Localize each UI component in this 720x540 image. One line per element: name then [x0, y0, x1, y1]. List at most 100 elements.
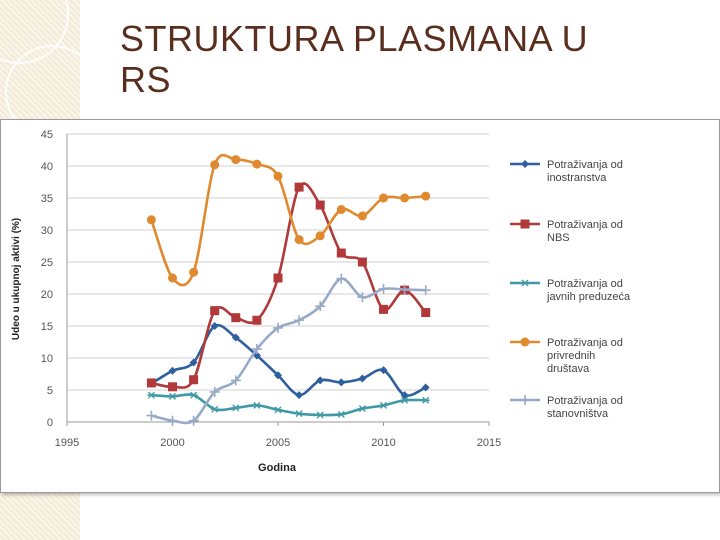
series-4-point: [146, 215, 156, 225]
series-4-point: [273, 171, 283, 181]
series-5-point: [399, 284, 410, 295]
legend-label: stanovništva: [547, 408, 609, 420]
series-2-point: [189, 375, 199, 385]
series-3-point: [252, 401, 261, 409]
series-3-point: [231, 404, 240, 412]
series-2-point: [252, 315, 262, 325]
series-1-point: [274, 371, 282, 380]
x-axis-title: Godina: [258, 462, 297, 474]
series-3-point: [400, 396, 409, 404]
series-4-point: [210, 160, 220, 170]
slide-title-line1: STRUKTURA PLASMANA U: [120, 18, 589, 59]
legend-label: Potraživanja od: [547, 395, 623, 407]
chart-legend: Potraživanja odinostranstvaPotraživanja …: [510, 159, 631, 420]
series-2-point: [168, 382, 177, 392]
series-1-point: [316, 376, 325, 385]
series-2-point: [421, 308, 431, 318]
series-2-point: [315, 200, 325, 210]
series-4-point: [421, 191, 431, 201]
x-tick-label: 2005: [266, 437, 290, 449]
legend-label: Potraživanja od: [547, 278, 623, 290]
series-2-point: [357, 257, 367, 267]
series-1-point: [421, 383, 430, 392]
series-2-point: [379, 304, 388, 314]
series-5-point: [315, 301, 326, 312]
y-tick-label: 40: [41, 161, 53, 173]
series-4-point: [231, 155, 241, 165]
y-tick-label: 15: [41, 321, 53, 333]
series-3-point: [337, 410, 346, 418]
series-1-point: [379, 366, 388, 375]
series-3-point: [274, 406, 282, 414]
chart-frame: [0, 119, 720, 493]
series-5-point: [273, 322, 283, 333]
series-5-point: [146, 410, 157, 421]
x-tick-label: 2010: [371, 437, 395, 449]
series-3: [147, 391, 430, 419]
series-3-point: [147, 391, 156, 399]
series-4-point: [189, 267, 199, 277]
series-5-point: [251, 344, 262, 355]
series-5-point: [230, 375, 241, 386]
legend-label: Potraživanja od: [547, 337, 623, 349]
legend-label: Potraživanja od: [547, 219, 623, 231]
series-2-point: [210, 306, 220, 316]
legend-label: javnih preduzeća: [546, 291, 631, 303]
series-3-point: [295, 410, 304, 418]
y-tick-label: 0: [47, 417, 53, 429]
series-3-point: [358, 405, 367, 413]
series-1-point: [400, 391, 409, 400]
y-tick-label: 25: [41, 257, 53, 269]
series-5-point: [357, 292, 368, 303]
series-3-point: [316, 411, 325, 419]
series-3-point: [379, 401, 388, 409]
series-2: [146, 182, 431, 392]
series-4: [146, 153, 431, 287]
series-3-point: [168, 392, 177, 400]
series-2-point: [294, 182, 304, 192]
y-tick-label: 10: [41, 353, 53, 365]
legend-swatch-marker: [520, 219, 530, 229]
series-2-point: [273, 273, 283, 283]
x-tick-label: 2000: [160, 437, 184, 449]
y-tick-label: 20: [41, 289, 53, 301]
series-1-point: [295, 391, 304, 400]
series-2-line: [151, 182, 427, 389]
legend-label: inostranstva: [547, 172, 607, 184]
slide-title-line2: RS: [120, 59, 172, 100]
y-tick-label: 5: [47, 385, 53, 397]
series-5-point: [336, 273, 347, 284]
series-3-point: [421, 396, 430, 404]
series-5: [146, 273, 431, 426]
series-2-point: [146, 378, 156, 388]
y-axis-title: Udeo u ukupnoj aktivi (%): [11, 218, 22, 340]
series-4-point: [252, 159, 262, 169]
series-2-point: [336, 248, 346, 258]
y-tick-label: 45: [41, 129, 53, 141]
series-1: [147, 322, 430, 400]
legend-label: privrednih: [547, 350, 595, 362]
legend-label: NBS: [547, 232, 570, 244]
series-2-point: [231, 313, 241, 323]
legend-swatch-marker: [521, 279, 529, 287]
legend-swatch-marker: [520, 395, 530, 405]
y-tick-label: 30: [41, 225, 53, 237]
series-5-point: [420, 285, 431, 296]
series-5-point: [378, 283, 389, 294]
series-3-point: [210, 405, 219, 413]
legend-label: Potraživanja od: [547, 159, 623, 171]
series-4-point: [400, 193, 410, 203]
legend-label: društava: [547, 363, 590, 375]
series-5-point: [209, 386, 220, 397]
series-5-point: [167, 415, 178, 426]
series-1-point: [358, 374, 367, 383]
series-4-point: [357, 211, 367, 221]
series-4-point: [294, 235, 304, 245]
series-4-line: [150, 153, 426, 287]
slide-title: STRUKTURA PLASMANA U RS: [120, 18, 700, 100]
series-5-point: [294, 315, 305, 326]
series-1-point: [231, 333, 240, 342]
legend-swatch-marker: [520, 337, 530, 347]
